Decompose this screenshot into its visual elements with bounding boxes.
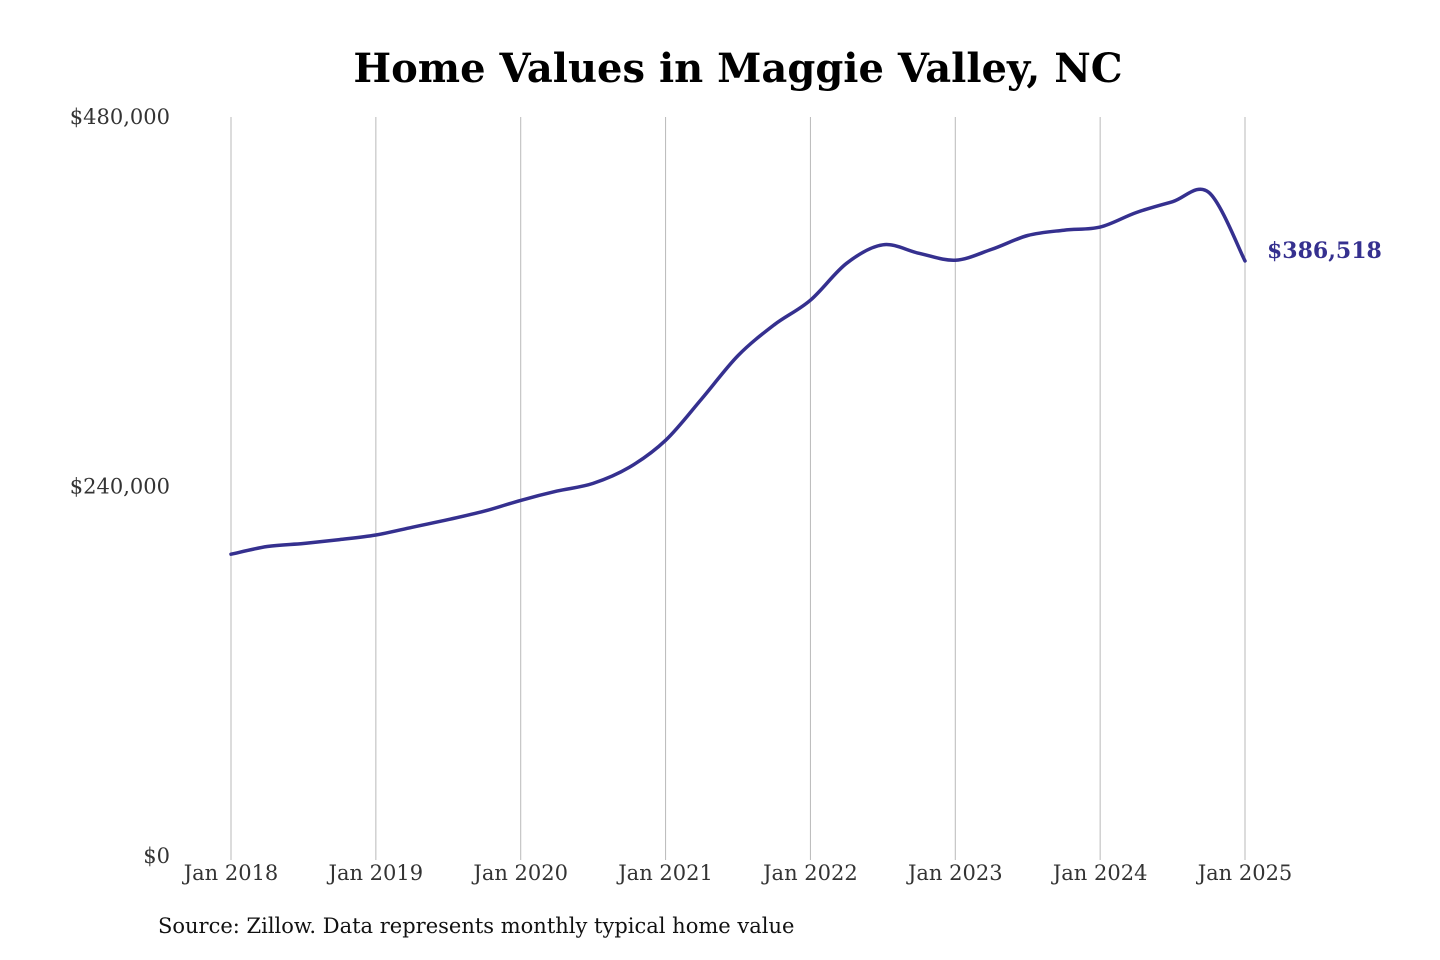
series-line bbox=[229, 187, 1247, 556]
y-tick-label: $480,000 bbox=[70, 105, 170, 129]
source-note: Source: Zillow. Data represents monthly … bbox=[158, 914, 795, 938]
x-tick-label: Jan 2022 bbox=[761, 861, 858, 885]
x-tick-label: Jan 2025 bbox=[1196, 861, 1293, 885]
y-tick-label: $240,000 bbox=[70, 475, 170, 499]
x-axis-tick-labels: Jan 2018 Jan 2019 Jan 2020 Jan 2021 Jan 2022… bbox=[182, 861, 1293, 885]
y-tick-label: $0 bbox=[143, 844, 170, 868]
x-tick-label: Jan 2019 bbox=[327, 861, 424, 885]
x-tick-label: Jan 2020 bbox=[471, 861, 568, 885]
chart-title: Home Values in Maggie Valley, NC bbox=[353, 45, 1122, 92]
vertical-gridlines bbox=[230, 117, 1246, 860]
x-tick-label: Jan 2021 bbox=[616, 861, 713, 885]
x-tick-label: Jan 2023 bbox=[906, 861, 1003, 885]
x-tick-label: Jan 2024 bbox=[1051, 861, 1148, 885]
end-value-label: $386,518 bbox=[1267, 238, 1382, 264]
y-axis-tick-labels: $0 $240,000 $480,000 bbox=[70, 105, 170, 868]
series-layer bbox=[229, 187, 1247, 556]
x-tick-label: Jan 2018 bbox=[182, 861, 279, 885]
